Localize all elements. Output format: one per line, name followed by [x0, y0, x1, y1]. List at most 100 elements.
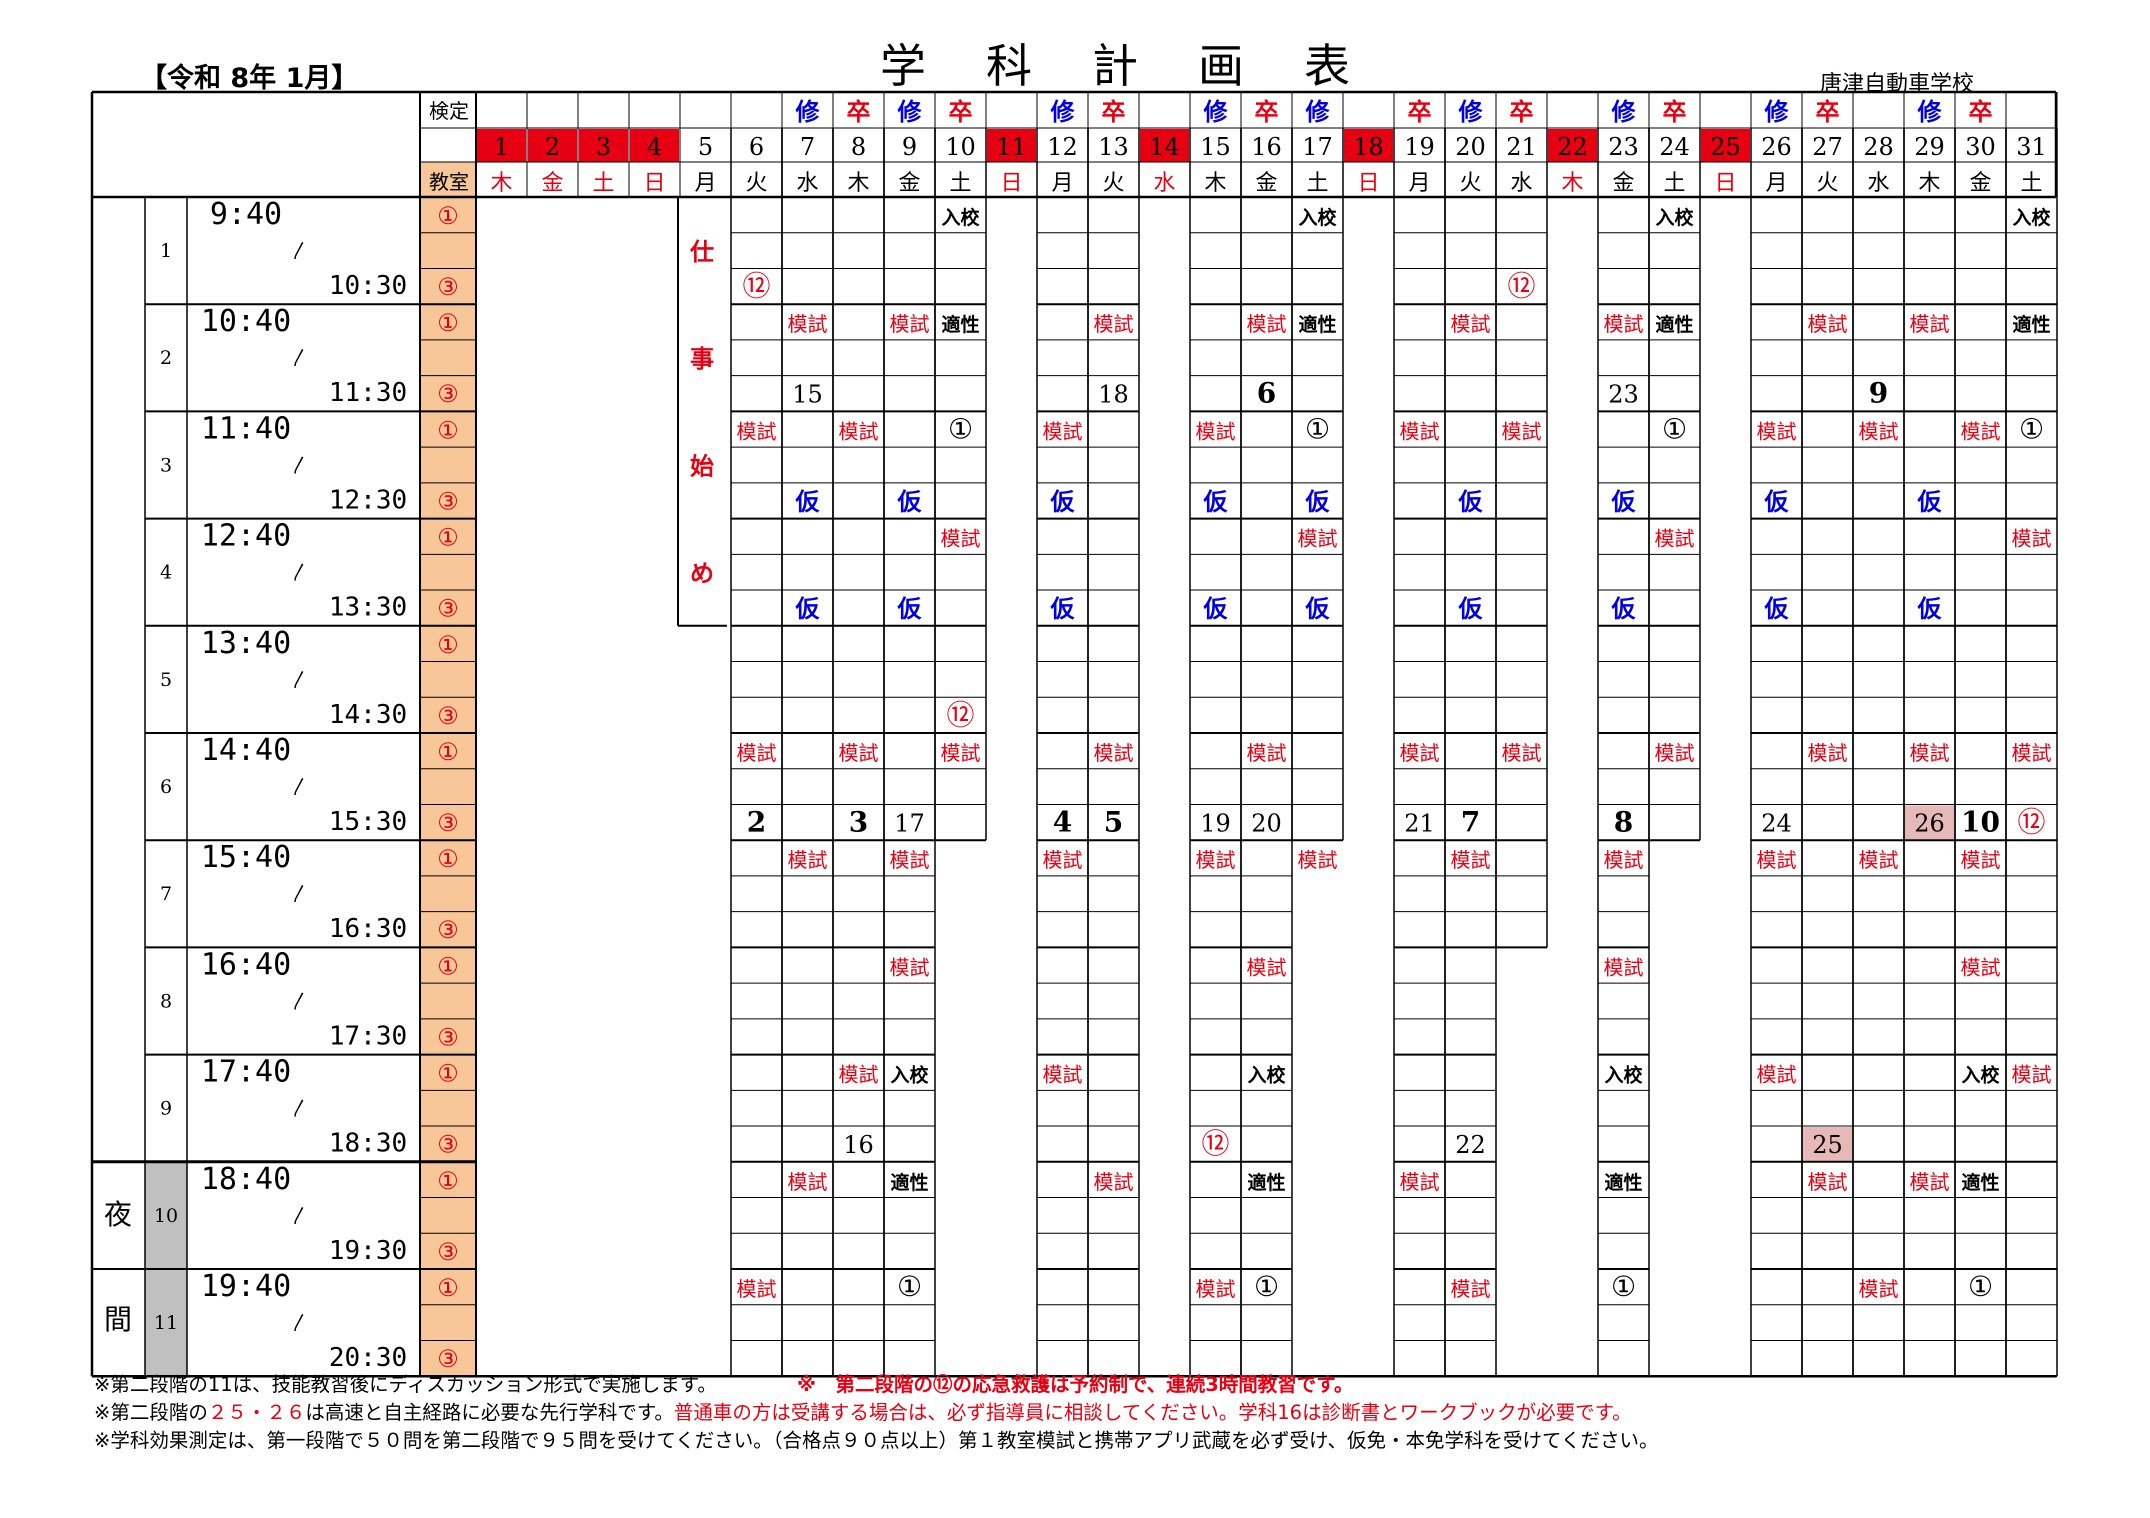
mock-exam-label: 模試 — [1502, 741, 1542, 765]
mock-exam-label: 模試 — [1094, 312, 1134, 336]
weekday-label: 月 — [1408, 171, 1430, 196]
room-mark-3: ③ — [437, 273, 459, 301]
day-number: 8 — [851, 133, 866, 161]
night-label: 夜 — [104, 1198, 132, 1231]
mock-exam-label: 模試 — [1400, 419, 1440, 443]
day-number: 14 — [1149, 133, 1180, 161]
day-number: 28 — [1863, 133, 1894, 161]
mock-exam-label: 模試 — [1451, 312, 1491, 336]
mock-exam-label: 模試 — [1604, 848, 1644, 872]
mock-exam-label: 模試 — [1961, 848, 2001, 872]
period-end-time: 15:30 — [329, 807, 407, 837]
period-end-time: 13:30 — [329, 593, 407, 623]
day-number: 29 — [1914, 133, 1945, 161]
room-mark-3: ③ — [437, 1023, 459, 1051]
provisional-label: 仮 — [1764, 488, 1790, 516]
highlight-cell — [1905, 805, 1954, 840]
lesson-number-bold: 7 — [1461, 805, 1480, 838]
mock-exam-label: 模試 — [1043, 419, 1083, 443]
mock-exam-label: 模試 — [1655, 741, 1695, 765]
period-number: 3 — [160, 454, 172, 476]
period-start-time: 10:40 — [201, 304, 291, 339]
kentei-label: 検定 — [429, 99, 469, 123]
kentei-mark: 修 — [1764, 98, 1790, 126]
tilde-mark: 〳 — [291, 455, 309, 476]
circled-number: ① — [1662, 412, 1687, 445]
mock-exam-label: 模試 — [1094, 741, 1134, 765]
holiday-day-cell — [630, 129, 679, 162]
period-number: 4 — [160, 562, 172, 584]
room-mark-3: ③ — [437, 1238, 459, 1266]
shigoto-hajime-char: 事 — [690, 345, 714, 373]
tilde-mark: 〳 — [291, 991, 309, 1012]
circled-number-red: ⑫ — [2017, 805, 2045, 838]
tilde-mark: 〳 — [291, 563, 309, 584]
holiday-day-cell — [1140, 129, 1189, 162]
lesson-number-bold: 4 — [1053, 805, 1072, 838]
mock-exam-label: 模試 — [737, 741, 777, 765]
lesson-number: 22 — [1455, 1131, 1486, 1159]
event-label: 入校 — [1655, 206, 1694, 229]
kentei-mark: 卒 — [1408, 98, 1432, 126]
event-label: 適性 — [1604, 1171, 1642, 1194]
mock-exam-label: 模試 — [737, 419, 777, 443]
mock-exam-label: 模試 — [1502, 419, 1542, 443]
provisional-label: 仮 — [1611, 488, 1637, 516]
day-number: 7 — [800, 133, 815, 161]
holiday-day-cell — [1344, 129, 1393, 162]
kentei-mark: 修 — [1305, 98, 1331, 126]
provisional-label: 仮 — [1611, 595, 1637, 623]
mock-exam-label: 模試 — [941, 527, 981, 551]
period-start-time: 17:40 — [201, 1055, 291, 1090]
weekday-label: 金 — [1612, 171, 1634, 196]
circled-number: ① — [1254, 1270, 1279, 1303]
period-end-time: 12:30 — [329, 485, 407, 515]
day-number: 12 — [1047, 133, 1078, 161]
period-end-time: 14:30 — [329, 700, 407, 730]
weekday-label: 金 — [1255, 171, 1277, 196]
lesson-number-bold: 9 — [1869, 377, 1888, 410]
room-mark-3: ③ — [437, 1131, 459, 1159]
lesson-number: 20 — [1251, 809, 1282, 837]
provisional-label: 仮 — [795, 595, 821, 623]
period-number: 8 — [160, 990, 172, 1012]
event-label: 入校 — [1298, 206, 1337, 229]
period-start-time: 14:40 — [201, 733, 291, 768]
mock-exam-label: 模試 — [941, 741, 981, 765]
event-label: 適性 — [1655, 313, 1693, 336]
period-end-time: 19:30 — [329, 1236, 407, 1266]
mock-exam-label: 模試 — [1043, 1063, 1083, 1087]
circled-number-red: ⑫ — [946, 698, 974, 731]
mock-exam-label: 模試 — [788, 1170, 828, 1194]
mock-exam-label: 模試 — [1196, 419, 1236, 443]
lesson-number: 15 — [792, 381, 823, 409]
weekday-label: 火 — [1102, 171, 1124, 196]
mock-exam-label: 模試 — [1757, 1063, 1797, 1087]
tilde-mark: 〳 — [291, 777, 309, 798]
day-number: 20 — [1455, 133, 1486, 161]
mock-exam-label: 模試 — [1655, 527, 1695, 551]
day-number: 18 — [1353, 133, 1384, 161]
circled-number: ① — [1305, 412, 1330, 445]
period-end-time: 20:30 — [329, 1343, 407, 1373]
mock-exam-label: 模試 — [1961, 419, 2001, 443]
day-number: 10 — [945, 133, 976, 161]
day-number: 6 — [749, 133, 764, 161]
kentei-mark: 卒 — [1663, 98, 1687, 126]
circled-number: ① — [897, 1270, 922, 1303]
tilde-mark: 〳 — [291, 884, 309, 905]
provisional-label: 仮 — [1305, 488, 1331, 516]
event-label: 適性 — [1961, 1171, 1999, 1194]
footer-note-1-red: ※ 第二段階の⑫の応急救護は予約制で、連続3時間教習です。 — [797, 1373, 1354, 1396]
mock-exam-label: 模試 — [1043, 848, 1083, 872]
provisional-label: 仮 — [1458, 488, 1484, 516]
weekday-label: 金 — [898, 171, 920, 196]
tilde-mark: 〳 — [291, 241, 309, 262]
day-number: 15 — [1200, 133, 1231, 161]
lesson-number: 26 — [1914, 809, 1945, 837]
mock-exam-label: 模試 — [1400, 741, 1440, 765]
period-start-time: 12:40 — [201, 519, 291, 554]
weekday-label: 水 — [796, 171, 818, 196]
day-number: 2 — [545, 133, 560, 161]
mock-exam-label: 模試 — [1757, 419, 1797, 443]
